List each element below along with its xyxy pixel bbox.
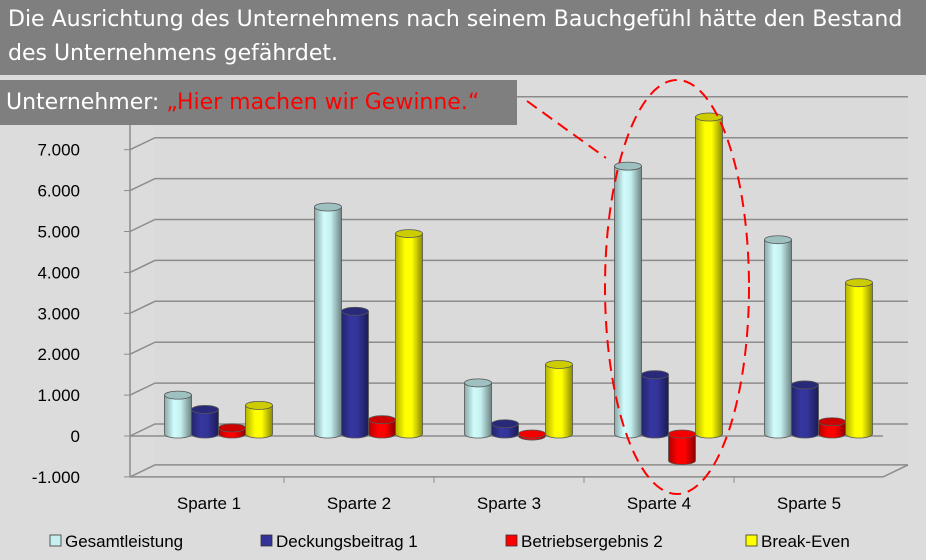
bar-betriebsergebnis-2-sparte-2 — [368, 415, 396, 439]
bar-break-even-sparte-2 — [395, 229, 423, 439]
bar-cap — [668, 429, 696, 439]
bar-cap — [518, 429, 546, 439]
bar-gesamtleistung-sparte-1 — [164, 390, 192, 439]
gridline — [129, 136, 908, 151]
bar-cap — [368, 415, 396, 425]
bar-betriebsergebnis-2-sparte-3 — [518, 429, 546, 441]
bar-deckungsbeitrag-1-sparte-3 — [491, 419, 519, 439]
callout-quote: „Hier machen wir Gewinne.“ — [166, 90, 480, 115]
legend-label: Break-Even — [761, 532, 850, 551]
y-tick-label: 6.000 — [37, 182, 80, 201]
gridline — [129, 300, 908, 314]
bar-gesamtleistung-sparte-5 — [764, 235, 792, 439]
legend-swatch — [49, 534, 62, 547]
bar-betriebsergebnis-2-sparte-1 — [218, 423, 246, 439]
gridline — [129, 218, 908, 233]
bar-body — [845, 282, 873, 439]
y-tick-label: 7.000 — [37, 141, 80, 160]
bar-body — [791, 384, 819, 439]
bar-cap — [464, 378, 492, 388]
callout-box: Unternehmer: „Hier machen wir Gewinne.“ — [0, 80, 517, 125]
bar-cap — [191, 405, 219, 414]
bar-cap — [314, 202, 342, 212]
bar-body — [668, 433, 696, 465]
callout-speaker: Unternehmer: — [6, 90, 167, 115]
bar-betriebsergebnis-2-sparte-5 — [818, 417, 846, 439]
gridline — [129, 259, 908, 274]
x-tick-label: Sparte 2 — [327, 494, 391, 513]
bar-deckungsbeitrag-1-sparte-5 — [791, 380, 819, 439]
bar-cap — [491, 419, 519, 429]
bar-cap — [218, 423, 246, 433]
bar-body — [764, 239, 792, 439]
bar-body — [545, 364, 573, 439]
bar-cap — [818, 417, 846, 427]
bar-break-even-sparte-3 — [545, 360, 573, 439]
bar-body — [164, 394, 192, 439]
bar-body — [641, 374, 669, 439]
x-tick-label: Sparte 4 — [627, 494, 691, 513]
bar-body — [464, 382, 492, 439]
bar-gesamtleistung-sparte-2 — [314, 202, 342, 439]
y-tick-label: 0 — [71, 427, 80, 446]
slide-title: Die Ausrichtung des Unternehmens nach se… — [0, 0, 926, 75]
bar-cap — [341, 306, 369, 316]
x-tick-label: Sparte 3 — [477, 494, 541, 513]
gridline — [129, 464, 908, 478]
bar-break-even-sparte-1 — [245, 400, 273, 439]
bar-cap — [764, 235, 792, 245]
bar-cap — [395, 229, 423, 238]
legend-label: Gesamtleistung — [65, 532, 183, 551]
bar-body — [695, 116, 723, 439]
legend-swatch — [745, 534, 758, 547]
y-tick-label: 1.000 — [37, 386, 80, 405]
bar-body — [614, 165, 642, 439]
bar-cap — [791, 380, 819, 390]
bar-cap — [545, 360, 573, 369]
legend-label: Betriebsergebnis 2 — [521, 532, 663, 551]
y-tick-label: 2.000 — [37, 345, 80, 364]
bar-cap — [695, 112, 723, 122]
y-tick-label: -1.000 — [32, 468, 80, 487]
bar-deckungsbeitrag-1-sparte-2 — [341, 306, 369, 439]
legend-label: Deckungsbeitrag 1 — [276, 532, 418, 551]
bar-cap — [164, 390, 192, 400]
bar-cap — [641, 370, 669, 380]
bar-body — [314, 206, 342, 439]
bar-cap — [614, 161, 642, 171]
bar-break-even-sparte-4 — [695, 112, 723, 439]
bar-betriebsergebnis-2-sparte-4 — [668, 429, 696, 465]
legend-swatch — [260, 534, 273, 547]
x-tick-label: Sparte 5 — [777, 494, 841, 513]
bar-deckungsbeitrag-1-sparte-1 — [191, 405, 219, 439]
bar-cap — [245, 400, 273, 410]
bar-body — [245, 404, 273, 439]
bar-break-even-sparte-5 — [845, 278, 873, 439]
highlight-ellipse — [604, 79, 750, 495]
y-tick-label: 4.000 — [37, 263, 80, 282]
callout-pointer — [526, 100, 607, 159]
legend-swatch — [505, 534, 518, 547]
y-tick-label: 5.000 — [37, 223, 80, 242]
y-tick-label: 3.000 — [37, 304, 80, 323]
bar-cap — [845, 278, 873, 288]
gridline — [129, 177, 908, 192]
bar-gesamtleistung-sparte-4 — [614, 161, 642, 439]
bar-deckungsbeitrag-1-sparte-4 — [641, 370, 669, 439]
floor-side-edge — [882, 464, 909, 478]
bar-gesamtleistung-sparte-3 — [464, 378, 492, 439]
gridline — [129, 341, 908, 355]
bar-body — [395, 233, 423, 439]
bar-body — [341, 310, 369, 439]
x-tick-label: Sparte 1 — [177, 494, 241, 513]
